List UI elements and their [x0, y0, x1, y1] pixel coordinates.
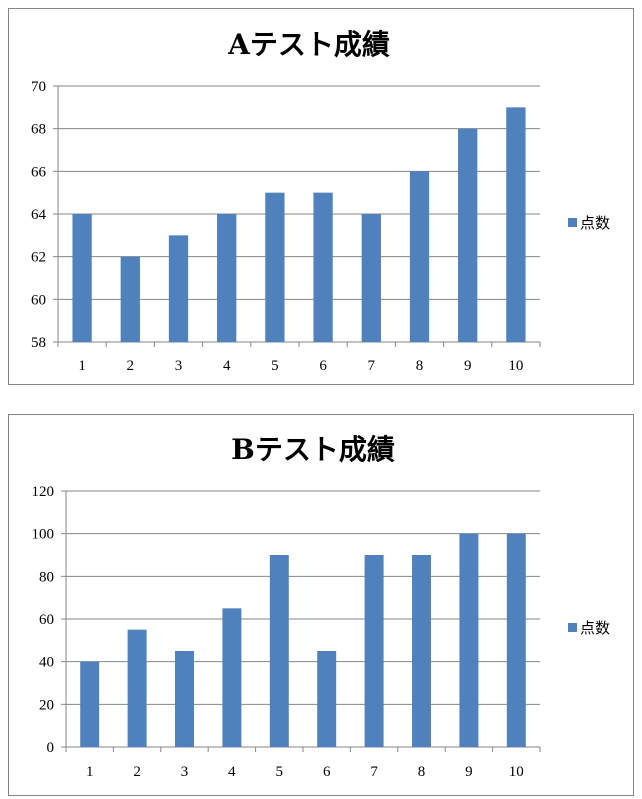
- chart-a-x-tick-label: 10: [508, 358, 523, 374]
- chart-a-x-tick-label: 3: [175, 358, 183, 374]
- chart-b-x-tick-label: 9: [465, 764, 473, 780]
- chart-b-bar: [175, 651, 194, 747]
- chart-b-bar: [506, 533, 526, 747]
- chart-a-y-tick-label: 64: [31, 207, 47, 223]
- chart-a-x-tick-label: 5: [271, 358, 279, 374]
- chart-a-y-tick-label: 60: [31, 292, 46, 308]
- chart-b-bar: [412, 555, 431, 747]
- chart-a-bar: [120, 256, 140, 342]
- chart-b-x-tick-label: 10: [509, 764, 524, 780]
- chart-a-bar: [458, 128, 478, 342]
- chart-a-x-tick-label: 4: [223, 358, 231, 374]
- chart-a-y-tick-label: 62: [31, 250, 46, 266]
- chart-b-y-tick-label: 60: [39, 612, 54, 628]
- chart-b-x-tick-label: 7: [370, 764, 378, 780]
- chart-a-bar: [168, 235, 189, 342]
- chart-a-y-tick-label: 68: [31, 122, 46, 138]
- chart-b-x-tick-label: 4: [228, 764, 236, 780]
- chart-b-svg: Bテスト成績 0 20 40 60 80 100 120 1 2 3 4 5 6 7 8 9 10 点数: [32, 433, 611, 780]
- chart-a-legend-swatch: [568, 218, 577, 227]
- chart-b-y-tick-label: 0: [47, 740, 55, 756]
- chart-a-bar: [313, 192, 333, 342]
- chart-a-x-tick-label: 1: [78, 358, 86, 374]
- chart-b-x-tick-label: 5: [276, 764, 284, 780]
- chart-b-bar: [127, 629, 147, 747]
- chart-a-x-tick-label: 9: [464, 358, 472, 374]
- chart-a-x-tick-label: 6: [319, 358, 327, 374]
- chart-b-bar: [459, 533, 479, 747]
- chart-b-bar: [80, 661, 100, 747]
- chart-a-x-tick-label: 2: [127, 358, 135, 374]
- chart-a-y-tick-label: 66: [31, 164, 47, 180]
- chart-b-y-tick-label: 100: [32, 527, 55, 543]
- chart-b-y-tick-label: 80: [39, 569, 54, 585]
- chart-a-bar: [217, 214, 237, 342]
- chart-b-title: Bテスト成績: [231, 433, 395, 466]
- chart-b-x-tick-label: 8: [418, 764, 426, 780]
- chart-b-y-tick-label: 20: [39, 697, 54, 713]
- chart-b-bar: [222, 608, 242, 747]
- chart-b-y-tick-label: 120: [32, 484, 55, 500]
- chart-b-y-tick-label: 40: [39, 655, 54, 671]
- chart-a-panel: Aテスト成績 58 60 62 64 66 68 70 1 2 3 4 5 6 7 8 9 10 点数: [8, 8, 634, 385]
- chart-b-legend-swatch: [568, 623, 577, 632]
- chart-a-bar: [265, 192, 285, 342]
- chart-b-legend-label: 点数: [580, 619, 610, 637]
- chart-b-x-tick-label: 1: [86, 764, 94, 780]
- chart-b-bar: [364, 555, 384, 747]
- chart-b-x-tick-label: 3: [181, 764, 189, 780]
- chart-a-x-tick-label: 7: [368, 358, 376, 374]
- chart-a-y-tick-label: 70: [31, 79, 46, 95]
- chart-a-legend-label: 点数: [580, 214, 610, 232]
- chart-b-bar: [317, 651, 337, 747]
- chart-b-x-tick-label: 2: [133, 764, 141, 780]
- chart-a-bar: [506, 107, 526, 342]
- chart-a-x-tick-label: 8: [416, 358, 424, 374]
- chart-a-y-tick-label: 58: [31, 335, 46, 351]
- chart-a-bar: [361, 214, 381, 342]
- chart-b-bar: [269, 555, 289, 747]
- chart-a-bar: [409, 171, 430, 342]
- chart-b-x-tick-label: 6: [323, 764, 331, 780]
- chart-a-svg: Aテスト成績 58 60 62 64 66 68 70 1 2 3 4 5 6 7 8 9 10 点数: [31, 28, 610, 374]
- chart-b-panel: Bテスト成績 0 20 40 60 80 100 120 1 2 3 4 5 6 7 8 9 10 点数: [8, 414, 634, 796]
- chart-a-bar: [72, 214, 92, 342]
- chart-a-title: Aテスト成績: [227, 28, 390, 61]
